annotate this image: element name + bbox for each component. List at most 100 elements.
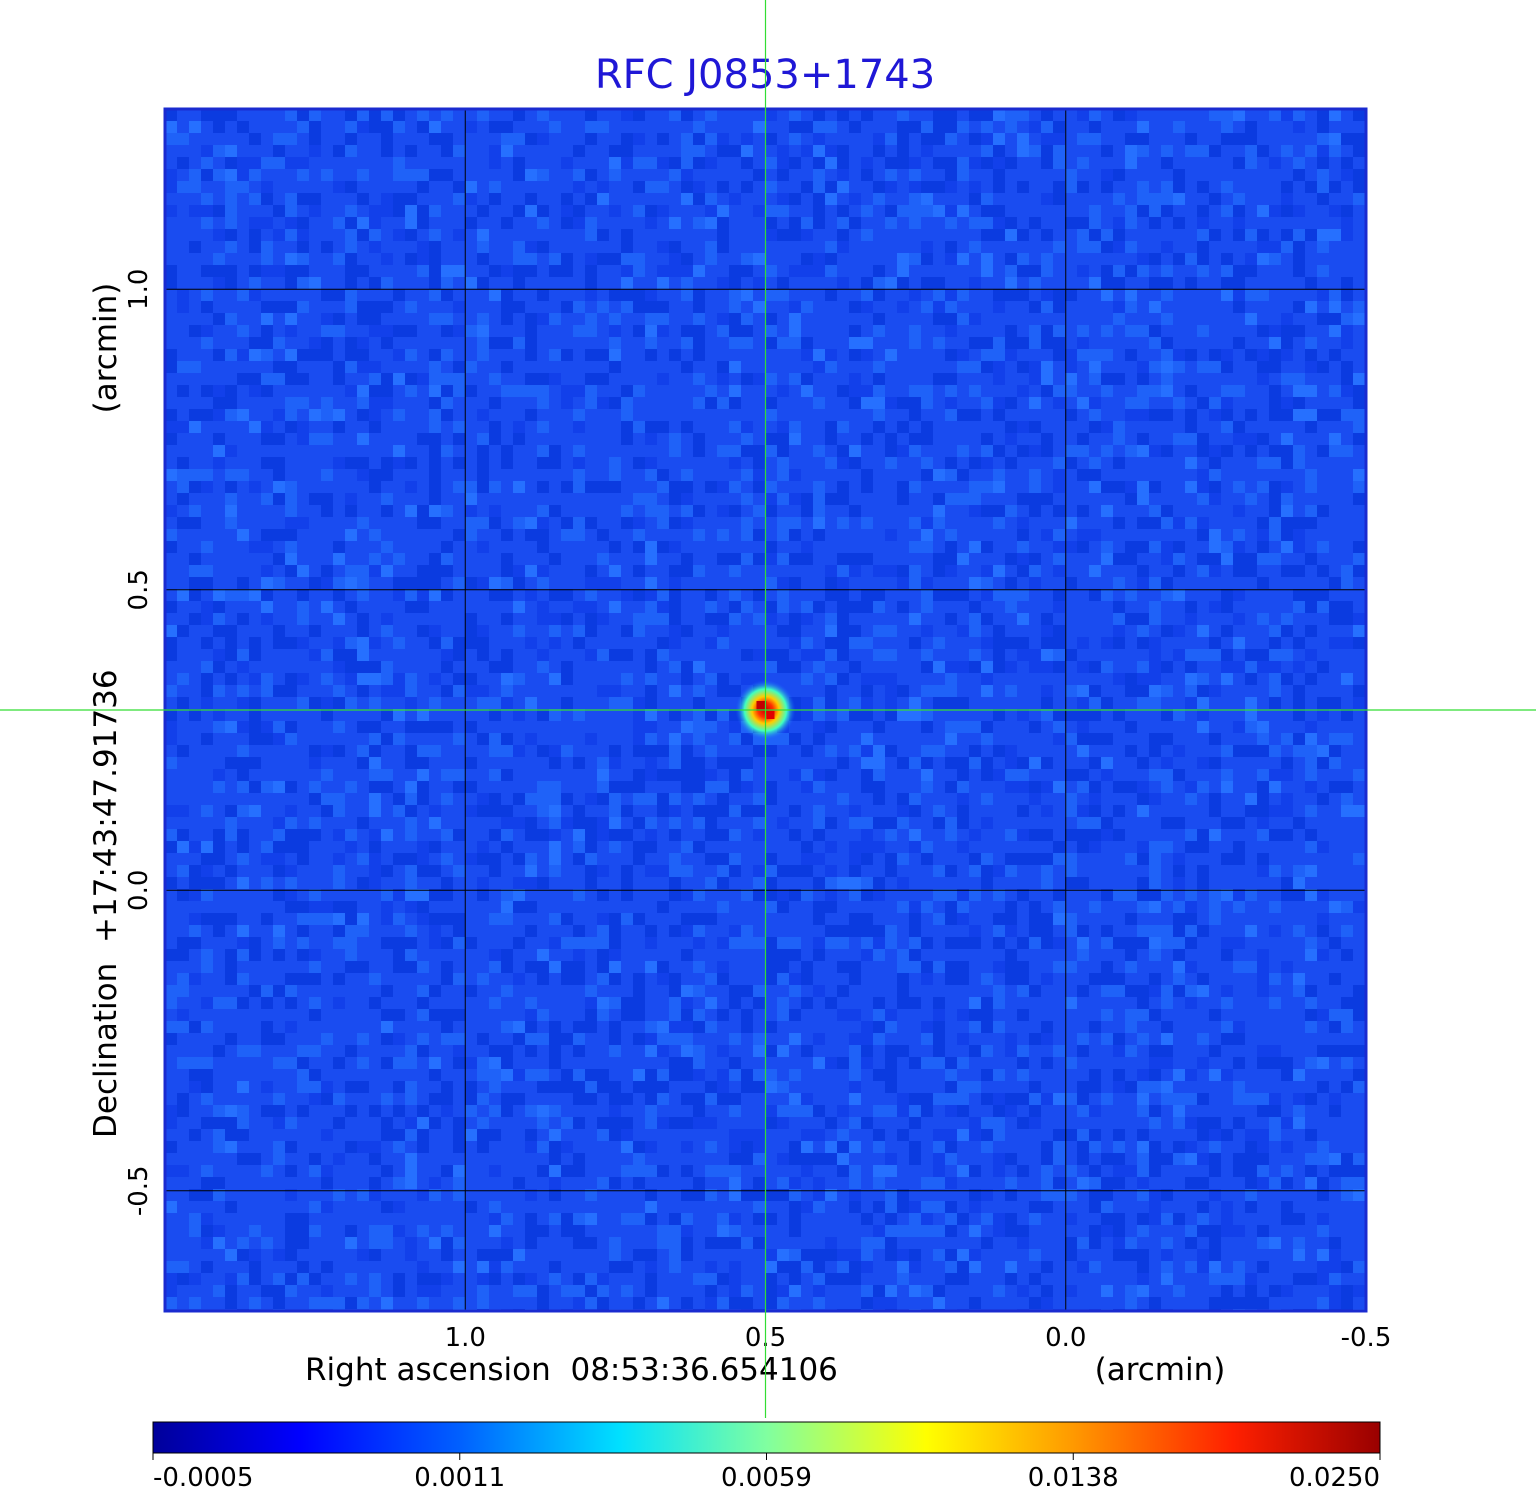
noise-pixel (657, 517, 669, 529)
noise-pixel (417, 1141, 429, 1153)
noise-pixel (1341, 313, 1353, 325)
noise-pixel (693, 373, 705, 385)
noise-pixel (309, 817, 321, 829)
noise-pixel (1281, 649, 1293, 661)
noise-pixel (249, 481, 261, 493)
noise-pixel (1029, 937, 1041, 949)
noise-pixel (477, 253, 489, 265)
noise-pixel (393, 409, 405, 421)
noise-pixel (1113, 709, 1125, 721)
noise-pixel (513, 253, 525, 265)
noise-pixel (1089, 529, 1101, 541)
noise-pixel (1137, 1165, 1149, 1177)
noise-pixel (597, 781, 609, 793)
noise-pixel (1341, 793, 1353, 805)
noise-pixel (729, 1093, 741, 1105)
noise-pixel (477, 1261, 489, 1273)
noise-pixel (801, 745, 813, 757)
noise-pixel (165, 541, 177, 553)
noise-pixel (333, 589, 345, 601)
noise-pixel (873, 1069, 885, 1081)
noise-pixel (357, 661, 369, 673)
noise-pixel (1317, 1213, 1329, 1225)
noise-pixel (381, 301, 393, 313)
noise-pixel (645, 865, 657, 877)
noise-pixel (1005, 337, 1017, 349)
noise-pixel (633, 457, 645, 469)
noise-pixel (261, 1285, 273, 1297)
noise-pixel (1197, 625, 1209, 637)
noise-pixel (1209, 109, 1221, 121)
noise-pixel (1221, 649, 1233, 661)
noise-pixel (1329, 409, 1341, 421)
noise-pixel (1329, 433, 1341, 445)
noise-pixel (177, 889, 189, 901)
noise-pixel (1353, 997, 1365, 1009)
noise-pixel (1173, 1285, 1185, 1297)
noise-pixel (669, 1033, 681, 1045)
noise-pixel (729, 1129, 741, 1141)
noise-pixel (813, 169, 825, 181)
noise-pixel (861, 1021, 873, 1033)
noise-pixel (549, 781, 561, 793)
noise-pixel (717, 937, 729, 949)
noise-pixel (837, 1057, 849, 1069)
noise-pixel (945, 589, 957, 601)
noise-pixel (1005, 661, 1017, 673)
noise-pixel (201, 613, 213, 625)
noise-pixel (321, 901, 333, 913)
noise-pixel (789, 973, 801, 985)
noise-pixel (945, 301, 957, 313)
noise-pixel (777, 205, 789, 217)
noise-pixel (345, 781, 357, 793)
noise-pixel (441, 325, 453, 337)
noise-pixel (957, 973, 969, 985)
noise-pixel (1185, 1153, 1197, 1165)
noise-pixel (285, 1225, 297, 1237)
noise-pixel (381, 469, 393, 481)
noise-pixel (765, 1297, 777, 1309)
noise-pixel (1125, 205, 1137, 217)
noise-pixel (957, 901, 969, 913)
noise-pixel (1197, 877, 1209, 889)
noise-pixel (873, 1201, 885, 1213)
noise-pixel (693, 757, 705, 769)
noise-pixel (1353, 1045, 1365, 1057)
noise-pixel (321, 493, 333, 505)
noise-pixel (189, 505, 201, 517)
noise-pixel (1173, 253, 1185, 265)
noise-pixel (345, 637, 357, 649)
noise-pixel (309, 409, 321, 421)
noise-pixel (1293, 1105, 1305, 1117)
noise-pixel (501, 985, 513, 997)
noise-pixel (1209, 1141, 1221, 1153)
noise-pixel (297, 1237, 309, 1249)
noise-pixel (1149, 541, 1161, 553)
noise-pixel (393, 325, 405, 337)
noise-pixel (729, 445, 741, 457)
noise-pixel (393, 457, 405, 469)
noise-pixel (645, 157, 657, 169)
noise-pixel (189, 709, 201, 721)
noise-pixel (573, 853, 585, 865)
noise-pixel (813, 121, 825, 133)
noise-pixel (333, 217, 345, 229)
noise-pixel (837, 709, 849, 721)
noise-pixel (417, 757, 429, 769)
noise-pixel (1317, 241, 1329, 253)
noise-pixel (969, 193, 981, 205)
noise-pixel (1065, 1093, 1077, 1105)
noise-pixel (273, 469, 285, 481)
noise-pixel (1137, 1213, 1149, 1225)
noise-pixel (1077, 505, 1089, 517)
noise-pixel (1077, 937, 1089, 949)
noise-pixel (909, 793, 921, 805)
noise-pixel (345, 265, 357, 277)
noise-pixel (981, 157, 993, 169)
noise-pixel (885, 1225, 897, 1237)
noise-pixel (885, 1153, 897, 1165)
noise-pixel (729, 997, 741, 1009)
noise-pixel (1101, 829, 1113, 841)
noise-pixel (669, 349, 681, 361)
noise-pixel (1221, 1273, 1233, 1285)
